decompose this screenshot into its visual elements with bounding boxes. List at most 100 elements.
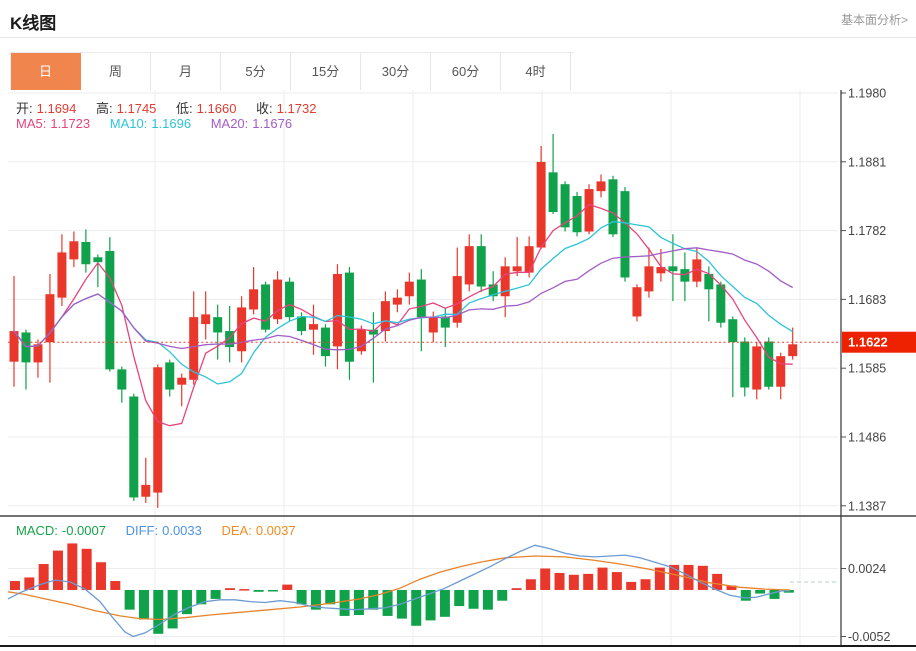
candle-body (285, 281, 295, 318)
macd-histogram-bar (726, 585, 737, 590)
candle-body (692, 259, 702, 282)
macd-histogram-bar (310, 589, 321, 610)
macd-histogram-bar (740, 589, 751, 601)
ma10-line (13, 221, 794, 385)
macd-histogram-bar (697, 565, 708, 590)
tab-week[interactable]: 周 (81, 53, 151, 90)
macd-histogram-bar (368, 589, 379, 610)
page-header: K线图 基本面分析> (0, 0, 916, 38)
candle-body (273, 279, 283, 320)
candle-body (752, 346, 762, 390)
tab-month[interactable]: 月 (151, 53, 221, 90)
candle-body (416, 279, 426, 318)
candle-body (21, 332, 31, 363)
macd-histogram-bar (296, 589, 307, 605)
macd-histogram-bar (454, 589, 465, 607)
macd-histogram-bar (124, 589, 135, 610)
candle-body (237, 307, 247, 352)
tab-15min[interactable]: 15分 (291, 53, 361, 90)
candle-body (356, 329, 366, 352)
candle-body (428, 317, 438, 333)
current-price-badge (842, 331, 916, 353)
candle-body (404, 281, 414, 297)
candle-body (165, 362, 175, 390)
macd-histogram-bar (24, 577, 35, 590)
tab-5min[interactable]: 5分 (221, 53, 291, 90)
candle-body (213, 317, 223, 333)
candle-body (596, 181, 606, 192)
candle-body (225, 331, 235, 348)
macd-histogram-bar (52, 550, 63, 590)
candle-body (33, 344, 43, 363)
candle-body (656, 267, 666, 274)
candle-body (728, 319, 738, 343)
macd-histogram-bar (482, 589, 493, 610)
macd-histogram-bar (253, 589, 264, 592)
candle-body (788, 344, 798, 357)
macd-histogram-bar (583, 573, 594, 590)
candle-body (129, 396, 139, 498)
chart-area: 1.1980 1.1881 1.1782 1.1683 1.1585 1.1486 1.13… (0, 87, 916, 651)
tab-60min[interactable]: 60分 (431, 53, 501, 90)
fundamental-analysis-link[interactable]: 基本面分析> (840, 13, 908, 27)
dea-line (7, 555, 791, 621)
tab-30min[interactable]: 30分 (361, 53, 431, 90)
candle-body (153, 367, 163, 493)
macd-histogram-bar (712, 573, 723, 590)
macd-histogram-bar (769, 589, 780, 599)
macd-histogram-bar (210, 589, 221, 599)
macd-histogram-bar (554, 572, 565, 590)
macd-histogram-bar (181, 589, 192, 615)
macd-histogram-bar (525, 579, 536, 590)
macd-histogram-bar (511, 588, 522, 590)
macd-histogram-bar (669, 564, 680, 590)
candle-body (320, 327, 330, 357)
ma20-line (13, 247, 794, 351)
candle-body (440, 316, 450, 328)
candle-body (81, 241, 91, 265)
dif-line (7, 544, 790, 638)
candle-body (632, 287, 642, 317)
price-axis-label: 1.1486 (848, 431, 886, 445)
candle-body (297, 316, 307, 332)
price-axis-label: 1.1881 (848, 155, 886, 169)
macd-histogram-bar (339, 589, 350, 616)
candle-body (189, 317, 199, 380)
macd-histogram-bar (654, 567, 665, 590)
candle-body (201, 314, 211, 325)
page-title: K线图 (10, 14, 57, 33)
macd-histogram-bar (196, 589, 207, 605)
macd-histogram-bar (540, 568, 551, 590)
candle-body (704, 273, 714, 290)
candle-body (177, 377, 187, 385)
candle-body (69, 241, 79, 260)
kline-chart-canvas[interactable]: 1.1980 1.1881 1.1782 1.1683 1.1585 1.1486 1.13… (0, 87, 916, 651)
candle-body (680, 269, 690, 282)
candle-body (572, 196, 582, 233)
macd-histogram-bar (611, 572, 622, 590)
current-price-badge-text: 1.1622 (848, 335, 888, 350)
candle-body (764, 341, 774, 387)
tab-day[interactable]: 日 (11, 53, 81, 90)
candle-body (380, 301, 390, 332)
macd-histogram-bar (95, 562, 106, 590)
macd-histogram-bar (282, 584, 293, 590)
candle-body (560, 184, 570, 228)
candle-body (464, 246, 474, 285)
macd-histogram-bar (439, 589, 450, 617)
price-axis-label: 1.1387 (848, 499, 886, 513)
macd-histogram-bar (626, 581, 637, 590)
candle-body (716, 284, 726, 323)
macd-histogram-bar (81, 548, 92, 590)
macd-histogram-bar (497, 589, 508, 601)
candle-body (45, 294, 55, 343)
macd-histogram-bar (267, 589, 278, 592)
price-axis-label: 1.1980 (848, 87, 886, 101)
macd-histogram-bar (138, 589, 149, 620)
candle-body (368, 329, 378, 335)
ma5-line (13, 203, 793, 427)
candle-body (584, 189, 594, 232)
candle-body (512, 266, 522, 272)
tab-4hour[interactable]: 4时 (501, 53, 571, 90)
candle-body (452, 276, 462, 323)
